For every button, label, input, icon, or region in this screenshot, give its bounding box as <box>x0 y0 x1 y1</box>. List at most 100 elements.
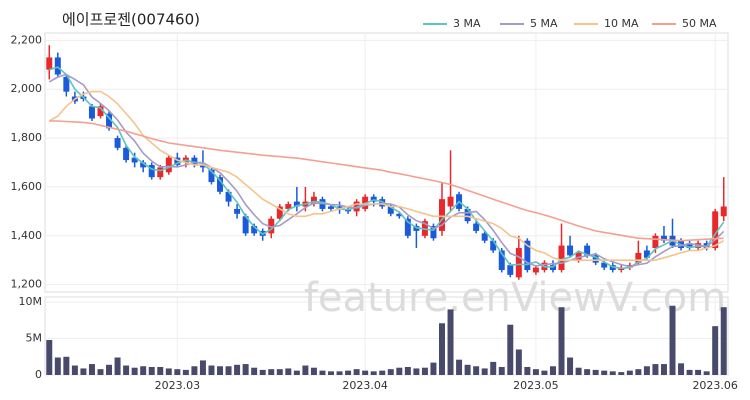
volume-bar <box>174 369 181 375</box>
volume-bar <box>259 369 266 375</box>
volume-bar <box>660 364 667 375</box>
candle-body <box>123 147 130 161</box>
volume-bar <box>208 365 215 375</box>
volume-bar <box>140 366 147 375</box>
candle-body <box>208 169 215 183</box>
volume-bar <box>635 369 642 375</box>
candle-body <box>285 204 292 209</box>
candle-body <box>63 76 70 92</box>
candle-body <box>88 106 95 119</box>
volume-bar <box>362 370 369 375</box>
volume-bar <box>515 349 522 375</box>
candle-body <box>601 262 608 268</box>
volume-bar <box>370 371 377 375</box>
volume-bar <box>251 367 258 375</box>
candle-body <box>165 157 172 173</box>
volume-bar <box>199 360 206 375</box>
volume-bar <box>413 368 420 375</box>
ma-line <box>48 90 725 261</box>
volume-bar <box>345 370 352 375</box>
y-tick-label: 1,600 <box>11 180 43 193</box>
candle-body <box>396 213 403 217</box>
legend-label: 50 MA <box>682 17 717 30</box>
chart-title: 에이프로젠(007460) <box>62 11 200 29</box>
volume-bar <box>123 365 130 375</box>
volume-bar <box>276 369 283 375</box>
candle-body <box>148 164 155 178</box>
volume-bar <box>584 369 591 375</box>
volume-bar <box>310 367 317 375</box>
volume-bar <box>71 365 78 375</box>
candle-body <box>532 267 539 273</box>
candle-body <box>114 138 121 148</box>
volume-bar <box>242 364 249 375</box>
volume-bar <box>507 324 514 375</box>
legend-label: 3 MA <box>453 17 481 30</box>
volume-bar <box>148 366 155 375</box>
candle-body <box>635 252 642 263</box>
volume-bar <box>353 369 360 375</box>
volume-bar <box>601 370 608 375</box>
candle-body <box>584 245 591 256</box>
volume-bar <box>549 366 556 375</box>
volume-bar <box>720 307 727 375</box>
candle-body <box>447 196 454 207</box>
candle-body <box>387 206 394 214</box>
volume-bar <box>618 372 625 375</box>
x-tick-label: 2023.03 <box>155 379 201 392</box>
candle-body <box>199 164 206 168</box>
candle-body <box>498 250 505 271</box>
volume-bar <box>712 326 719 375</box>
y-tick-label: 5M <box>26 332 43 345</box>
volume-bar <box>686 369 693 375</box>
volume-bar <box>387 369 394 375</box>
candle-body <box>242 216 249 234</box>
volume-bar <box>379 370 386 375</box>
volume-bar <box>567 357 574 375</box>
candle-body <box>157 167 164 178</box>
volume-bar <box>157 366 164 375</box>
volume-bar <box>217 366 224 375</box>
candle-body <box>268 218 275 234</box>
price-panel <box>44 32 729 293</box>
candle-body <box>490 240 497 251</box>
volume-bar <box>46 340 53 375</box>
volume-bar <box>421 367 428 375</box>
volume-bar <box>652 364 659 375</box>
candle-body <box>686 243 693 249</box>
volume-bar <box>268 369 275 375</box>
ma-line <box>49 120 724 242</box>
volume-bar <box>669 305 676 375</box>
candle-body <box>404 218 411 236</box>
candle-body <box>464 208 471 222</box>
candle-body <box>439 199 445 231</box>
candle-body <box>217 177 224 192</box>
volume-bar <box>626 370 633 375</box>
volume-bar <box>678 363 685 375</box>
volume-bar <box>114 357 121 375</box>
candle-body <box>507 265 514 275</box>
volume-bar <box>404 366 411 375</box>
volume-bar <box>473 366 480 375</box>
candle-body <box>558 245 565 271</box>
y-tick-label: 2,000 <box>11 82 43 95</box>
volume-bar <box>63 356 70 375</box>
candle-body <box>251 226 258 234</box>
candle-body <box>592 255 599 263</box>
y-tick-label: 10M <box>19 295 43 308</box>
volume-bar <box>328 371 334 375</box>
volume-bar <box>97 369 104 375</box>
volume-bar <box>456 359 463 375</box>
volume-bar <box>532 369 539 375</box>
candle-body <box>225 191 232 202</box>
volume-bar <box>609 371 616 375</box>
candle-body <box>293 201 300 207</box>
y-tick-label: 2,200 <box>11 33 43 46</box>
volume-bar <box>302 365 309 375</box>
x-tick-label: 2023.06 <box>692 379 738 392</box>
candle-body <box>720 206 727 217</box>
volume-bar <box>165 368 172 375</box>
x-tick-label: 2023.04 <box>342 379 388 392</box>
candle-body <box>473 223 480 231</box>
